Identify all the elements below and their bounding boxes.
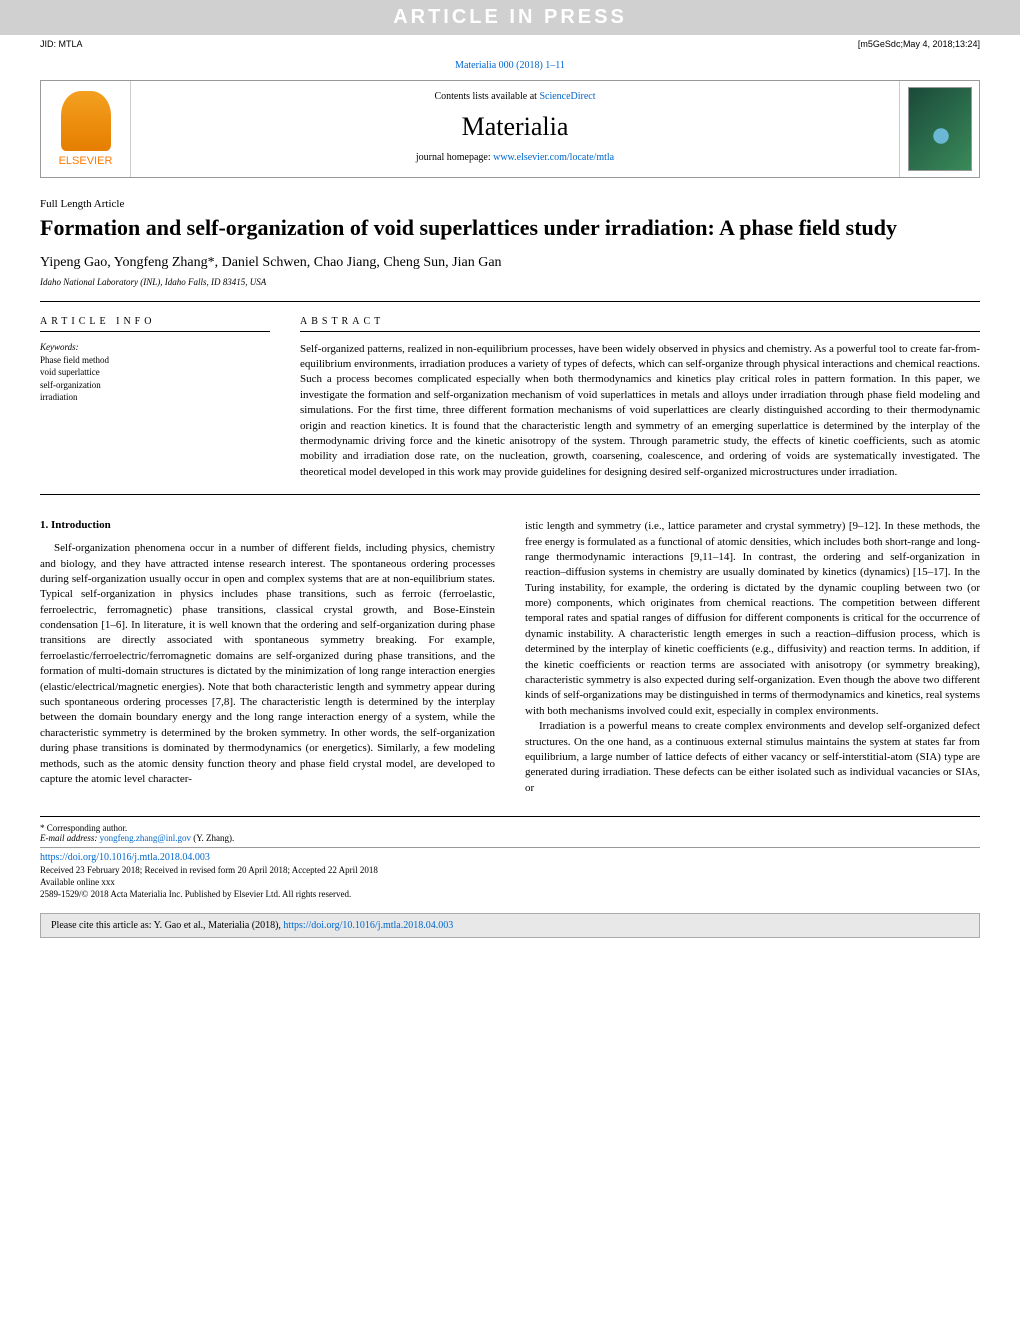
authors-line: Yipeng Gao, Yongfeng Zhang*, Daniel Schw… bbox=[40, 255, 980, 271]
article-in-press-watermark: ARTICLE IN PRESS bbox=[0, 0, 1020, 35]
footer-block: * Corresponding author. E-mail address: … bbox=[40, 816, 980, 899]
info-abstract-row: ARTICLE INFO Keywords: Phase field metho… bbox=[40, 302, 980, 481]
body-column-right: istic length and symmetry (i.e., lattice… bbox=[525, 519, 980, 796]
email-label: E-mail address: bbox=[40, 833, 100, 843]
article-info-heading: ARTICLE INFO bbox=[40, 316, 270, 332]
body-paragraph: Irradiation is a powerful means to creat… bbox=[525, 719, 980, 796]
sciencedirect-link[interactable]: ScienceDirect bbox=[539, 91, 595, 102]
article-info-column: ARTICLE INFO Keywords: Phase field metho… bbox=[40, 316, 270, 481]
jid-label: JID: MTLA bbox=[40, 39, 83, 49]
email-name: (Y. Zhang). bbox=[191, 833, 234, 843]
journal-cover-box bbox=[899, 81, 979, 177]
banner-center: Contents lists available at ScienceDirec… bbox=[131, 81, 899, 177]
affiliation: Idaho National Laboratory (INL), Idaho F… bbox=[40, 277, 980, 287]
journal-banner: ELSEVIER Contents lists available at Sci… bbox=[40, 80, 980, 178]
cite-this-article-box: Please cite this article as: Y. Gao et a… bbox=[40, 913, 980, 938]
authors-text: Yipeng Gao, Yongfeng Zhang*, Daniel Schw… bbox=[40, 255, 502, 270]
body-paragraph: istic length and symmetry (i.e., lattice… bbox=[525, 519, 980, 719]
abstract-column: ABSTRACT Self-organized patterns, realiz… bbox=[300, 316, 980, 481]
contents-list-text: Contents lists available at ScienceDirec… bbox=[141, 91, 889, 102]
header-meta-row: JID: MTLA [m5GeSdc;May 4, 2018;13:24] bbox=[0, 35, 1020, 53]
divider-mid bbox=[40, 494, 980, 495]
homepage-link[interactable]: www.elsevier.com/locate/mtla bbox=[493, 152, 614, 163]
cite-doi-link[interactable]: https://doi.org/10.1016/j.mtla.2018.04.0… bbox=[283, 920, 453, 931]
received-dates: Received 23 February 2018; Received in r… bbox=[40, 865, 980, 875]
keywords-list: Phase field method void superlattice sel… bbox=[40, 354, 270, 404]
contents-label: Contents lists available at bbox=[434, 91, 539, 102]
body-paragraph: Self-organization phenomena occur in a n… bbox=[40, 541, 495, 787]
keywords-label: Keywords: bbox=[40, 342, 270, 352]
cite-prefix: Please cite this article as: Y. Gao et a… bbox=[51, 920, 283, 931]
available-online: Available online xxx bbox=[40, 877, 980, 887]
doi-link[interactable]: https://doi.org/10.1016/j.mtla.2018.04.0… bbox=[40, 852, 210, 863]
elsevier-tree-icon bbox=[61, 91, 111, 151]
stamp-label: [m5GeSdc;May 4, 2018;13:24] bbox=[858, 39, 980, 49]
corresponding-author: * Corresponding author. bbox=[40, 823, 980, 833]
article-type: Full Length Article bbox=[40, 198, 980, 210]
section-1-heading: 1. Introduction bbox=[40, 519, 495, 531]
homepage-label: journal homepage: bbox=[416, 152, 493, 163]
email-link[interactable]: yongfeng.zhang@inl.gov bbox=[100, 833, 191, 843]
body-column-left: 1. Introduction Self-organization phenom… bbox=[40, 519, 495, 796]
body-columns: 1. Introduction Self-organization phenom… bbox=[40, 519, 980, 796]
copyright-line: 2589-1529/© 2018 Acta Materialia Inc. Pu… bbox=[40, 889, 980, 899]
journal-homepage-row: journal homepage: www.elsevier.com/locat… bbox=[141, 152, 889, 163]
citation-line: Materialia 000 (2018) 1–11 bbox=[455, 60, 565, 71]
email-row: E-mail address: yongfeng.zhang@inl.gov (… bbox=[40, 833, 980, 843]
article-title: Formation and self-organization of void … bbox=[40, 214, 980, 243]
publisher-logo: ELSEVIER bbox=[41, 81, 131, 177]
abstract-text: Self-organized patterns, realized in non… bbox=[300, 342, 980, 481]
journal-cover-thumbnail bbox=[908, 87, 972, 171]
abstract-heading: ABSTRACT bbox=[300, 316, 980, 332]
journal-name: Materialia bbox=[141, 112, 889, 142]
footer-separator bbox=[40, 847, 980, 848]
publisher-name: ELSEVIER bbox=[59, 155, 113, 167]
